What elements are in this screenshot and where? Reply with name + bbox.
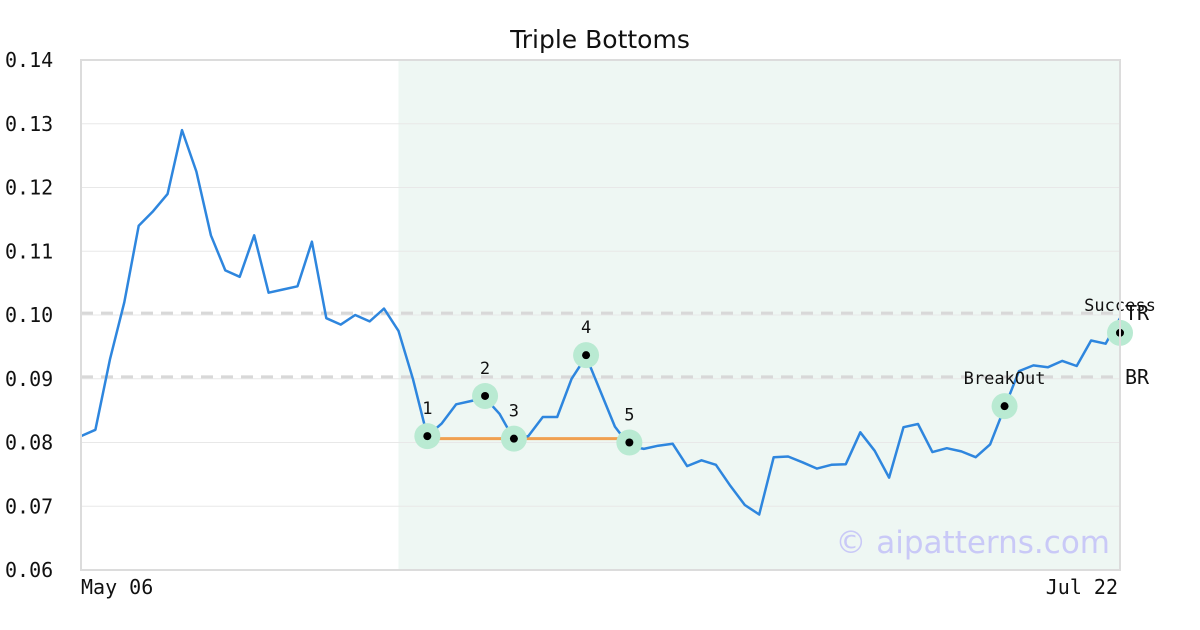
point-label: 1 (422, 399, 432, 419)
price-series-line (80, 128, 1122, 516)
reference-line-label: TR (1125, 301, 1150, 325)
y-tick-label: 0.10 (5, 303, 53, 327)
point-marker (1000, 402, 1009, 411)
x-tick-label: May 06 (81, 575, 153, 599)
y-tick-label: 0.13 (5, 112, 53, 136)
y-tick-label: 0.12 (5, 176, 53, 200)
y-tick-label: 0.08 (5, 431, 53, 455)
point-label: 2 (480, 359, 490, 379)
point-label: BreakOut (964, 369, 1046, 389)
point-marker (625, 438, 634, 447)
point-label: 3 (509, 402, 519, 422)
y-tick-label: 0.09 (5, 367, 53, 391)
x-tick-label: Jul 22 (1046, 575, 1118, 599)
y-tick-label: 0.07 (5, 494, 53, 518)
y-axis-ticks: 0.06 0.07 0.08 0.09 0.10 0.11 0.12 0.13 0.14 (5, 48, 53, 582)
point-marker (481, 391, 490, 400)
y-tick-label: 0.06 (5, 558, 53, 582)
y-tick-label: 0.11 (5, 239, 53, 263)
point-marker (423, 432, 432, 441)
chart-title: Triple Bottoms (509, 25, 690, 54)
point-label: 4 (581, 318, 591, 338)
reference-lines: TR BR (81, 301, 1150, 389)
reference-line-label: BR (1125, 365, 1150, 389)
plot-frame (80, 59, 1121, 571)
y-tick-label: 0.14 (5, 48, 53, 72)
point-marker (509, 434, 518, 443)
point-marker (582, 351, 591, 360)
watermark: © aipatterns.com (835, 525, 1110, 561)
x-axis-ticks: May 06 Jul 22 (81, 575, 1118, 599)
point-label: 5 (624, 406, 634, 426)
y-gridlines (81, 59, 1120, 571)
